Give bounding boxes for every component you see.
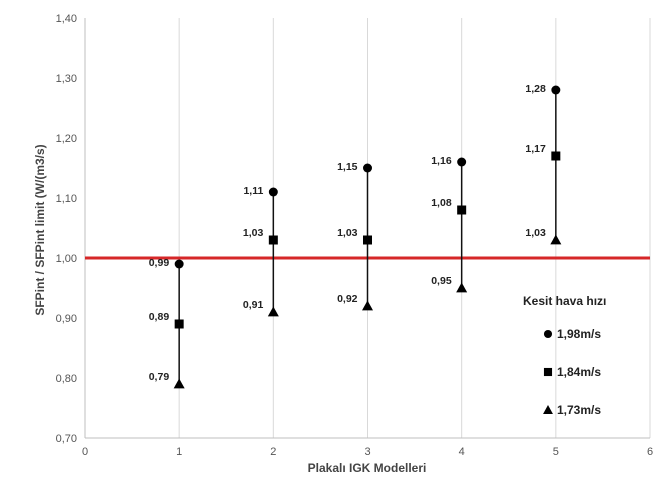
data-label: 0,89: [149, 311, 170, 323]
y-tick-label: 1,00: [56, 253, 77, 265]
legend-label: 1,84m/s: [557, 365, 601, 379]
data-point-square: [457, 205, 467, 215]
data-label: 1,15: [337, 161, 358, 173]
data-label: 1,17: [525, 143, 546, 155]
y-tick-label: 1,30: [56, 73, 77, 85]
y-tick-label: 0,70: [56, 433, 77, 445]
x-tick-label: 2: [270, 446, 276, 458]
data-point-circle: [174, 259, 184, 269]
x-axis-title: Plakalı IGK Modelleri: [308, 461, 427, 475]
data-point-triangle: [267, 306, 279, 317]
data-point-square: [551, 151, 561, 161]
data-point-square: [363, 235, 372, 245]
data-label: 1,03: [525, 227, 546, 239]
data-point-circle: [551, 85, 561, 95]
data-label: 1,03: [337, 227, 358, 239]
data-point-triangle: [173, 378, 185, 389]
data-label: 0,99: [149, 257, 170, 269]
x-tick-label: 6: [647, 446, 653, 458]
data-label: 1,16: [431, 155, 452, 167]
y-tick-label: 1,20: [56, 133, 77, 145]
data-label: 1,08: [431, 197, 452, 209]
data-label: 0,79: [149, 371, 170, 383]
data-label: 0,95: [431, 275, 452, 287]
x-tick-label: 0: [82, 446, 88, 458]
y-tick-label: 1,10: [56, 193, 77, 205]
data-point-triangle: [362, 300, 373, 311]
legend-items: 1,98m/s 1,84m/s 1,73m/s: [543, 327, 601, 417]
data-point-square: [268, 235, 278, 245]
data-markers: [173, 85, 562, 389]
legend-title: Kesit hava hızı: [523, 294, 606, 308]
legend-marker-circle: [543, 329, 553, 339]
y-axis-title: SFPint / SFPint limit (W/(m3/s): [33, 144, 47, 315]
x-tick-label: 3: [364, 446, 370, 458]
data-label: 0,92: [337, 293, 358, 305]
data-point-triangle: [456, 282, 468, 293]
legend-marker-square: [543, 367, 553, 377]
data-point-circle: [457, 157, 467, 167]
data-point-triangle: [550, 234, 562, 245]
y-tick-label: 0,80: [56, 373, 77, 385]
data-label: 1,28: [525, 83, 546, 95]
x-tick-label: 5: [553, 446, 559, 458]
legend-marker-triangle: [543, 405, 553, 414]
x-tick-label: 1: [176, 446, 182, 458]
data-point-circle: [363, 163, 372, 173]
data-label: 1,03: [243, 227, 264, 239]
legend-label: 1,98m/s: [557, 327, 601, 341]
y-tick-label: 0,90: [56, 313, 77, 325]
data-labels: 0,99 1,11 1,15 1,16 1,28 0,89 1,03 1,03 1,08 1,17…: [149, 83, 546, 383]
data-point-circle: [268, 187, 278, 197]
axes: 0 1 2 3 4 5 6 0,70 0,80 0,90 1,00 1,10 1,20 1,30 1,40: [56, 13, 653, 458]
legend: Kesit hava hızı 1,98m/s 1,84m/s 1,73m/s: [523, 294, 606, 417]
legend-label: 1,73m/s: [557, 403, 601, 417]
data-label: 0,91: [243, 299, 264, 311]
data-point-square: [174, 319, 184, 329]
x-tick-label: 4: [459, 446, 465, 458]
y-tick-label: 1,40: [56, 13, 77, 25]
data-label: 1,11: [243, 185, 263, 197]
